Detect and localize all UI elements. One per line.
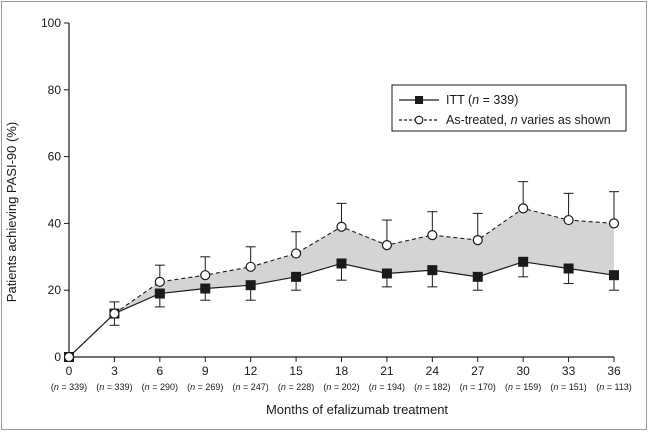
n-label: (n = 113) (596, 382, 632, 392)
shaded-area-layer (69, 208, 614, 357)
y-tick-label: 20 (48, 283, 62, 297)
n-label: (n = 247) (233, 382, 269, 392)
x-tick-label: 12 (244, 364, 258, 378)
as-treated-point (608, 218, 620, 229)
x-tick-label: 30 (516, 364, 530, 378)
tick-labels-layer: 0 20 40 60 80 100 0 (n = 339) 3 (n = 339) 6 (n = 29… (41, 16, 632, 392)
x-tick-label: 3 (111, 364, 118, 378)
x-tick-label: 36 (607, 364, 621, 378)
as-treated-point (518, 203, 529, 214)
n-label: (n = 339) (96, 382, 132, 392)
n-label: (n = 339) (51, 382, 87, 392)
n-label: (n = 290) (142, 382, 178, 392)
x-axis-title: Months of efalizumab treatment (266, 402, 448, 417)
legend-as-treated-label: As-treated, n varies as shown (446, 113, 611, 127)
y-axis-title: Patients achieving PASI-90 (%) (4, 122, 19, 302)
itt-point (200, 283, 211, 294)
legend: ITT (n = 339) As-treated, n varies as sh… (391, 84, 627, 132)
y-tick-label: 80 (48, 83, 62, 97)
y-tick-label: 60 (48, 150, 62, 164)
x-tick-label: 6 (156, 364, 163, 378)
x-tick-label: 18 (335, 364, 349, 378)
series-layer (63, 203, 620, 363)
x-tick-label: 24 (426, 364, 440, 378)
axes-layer (64, 22, 615, 362)
legend-box (391, 84, 627, 132)
as-treated-point (63, 351, 75, 363)
as-treated-point (154, 276, 165, 287)
x-tick-label: 27 (471, 364, 485, 378)
as-treated-point (336, 221, 347, 232)
legend-itt-marker (415, 96, 423, 104)
x-tick-label: 0 (66, 364, 73, 378)
itt-point (291, 271, 302, 282)
itt-point (336, 258, 347, 269)
y-tick-label: 0 (54, 350, 61, 364)
as-treated-point (290, 248, 302, 259)
n-label: (n = 159) (505, 382, 541, 392)
as-treated-point (472, 235, 483, 246)
as-treated-point (381, 240, 393, 251)
y-tick-label: 40 (48, 216, 62, 230)
shaded-region (69, 208, 614, 357)
x-tick-label: 9 (202, 364, 209, 378)
n-label: (n = 228) (278, 382, 314, 392)
legend-itt-label: ITT (n = 339) (446, 93, 518, 107)
itt-point (472, 271, 483, 282)
itt-point (245, 280, 256, 291)
n-label: (n = 202) (323, 382, 359, 392)
itt-point (563, 263, 574, 274)
y-tick-label: 100 (41, 16, 61, 30)
as-treated-point (245, 261, 256, 272)
n-label: (n = 151) (550, 382, 586, 392)
x-tick-label: 15 (289, 364, 303, 378)
as-treated-point (427, 229, 438, 241)
itt-point (381, 268, 392, 279)
legend-as-treated-marker (414, 115, 424, 125)
n-label: (n = 269) (187, 382, 223, 392)
x-tick-label: 33 (562, 364, 576, 378)
n-label: (n = 170) (460, 382, 496, 392)
x-tick-label: 21 (380, 364, 394, 378)
itt-point (154, 288, 165, 299)
n-label: (n = 182) (414, 382, 450, 392)
as-treated-point (109, 308, 120, 319)
itt-point (609, 270, 619, 281)
itt-point (518, 256, 529, 267)
as-treated-point (200, 270, 211, 281)
n-label: (n = 194) (369, 382, 405, 392)
as-treated-point (563, 214, 574, 226)
itt-point (427, 265, 438, 276)
